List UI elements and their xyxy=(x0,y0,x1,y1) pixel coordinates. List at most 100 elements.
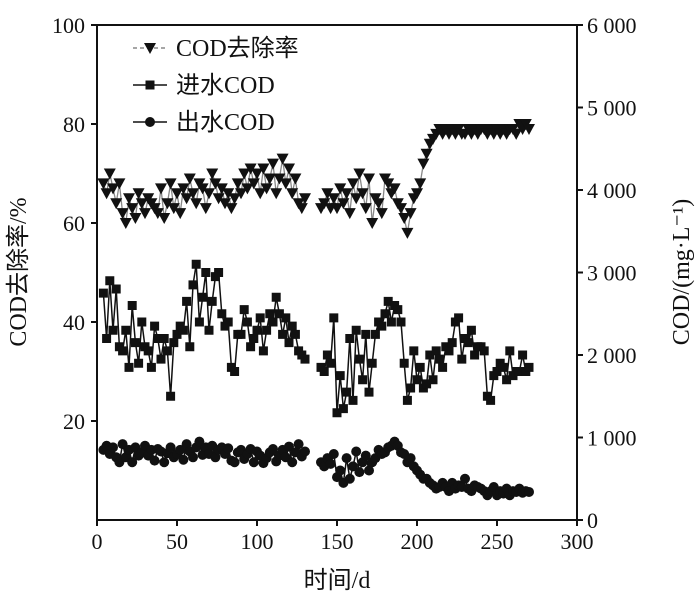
data-point xyxy=(318,198,331,210)
data-point xyxy=(327,193,340,205)
y-axis-title-right: COD/(mg·L⁻¹) xyxy=(669,199,695,346)
data-point xyxy=(361,329,371,339)
data-point xyxy=(505,346,515,356)
data-point xyxy=(191,259,201,269)
data-point xyxy=(254,188,267,200)
data-point xyxy=(425,350,435,360)
y-right-tick-label: 4 000 xyxy=(587,178,637,203)
data-point xyxy=(524,486,534,497)
data-point xyxy=(187,188,199,200)
data-point xyxy=(382,178,395,190)
data-point xyxy=(454,313,464,323)
data-point xyxy=(135,198,148,210)
ticks: 0 50 100 150 200 250 300 20 40 60 80 100 0 1 000 2 000… xyxy=(52,13,637,554)
y-right-tick-label: 5 000 xyxy=(587,96,637,121)
data-point xyxy=(231,178,244,190)
data-point xyxy=(212,193,225,205)
data-point xyxy=(203,188,215,200)
data-point xyxy=(422,379,432,389)
data-point xyxy=(337,198,350,210)
data-point xyxy=(194,317,204,327)
data-point xyxy=(171,188,183,200)
data-point xyxy=(105,276,115,286)
data-point xyxy=(399,358,409,368)
data-point xyxy=(178,325,188,335)
data-point xyxy=(340,188,353,200)
y-left-tick-label: 60 xyxy=(63,211,85,236)
data-point xyxy=(364,465,374,476)
data-point xyxy=(244,163,257,175)
data-point xyxy=(325,458,336,469)
data-point xyxy=(124,362,134,372)
data-point xyxy=(102,334,112,343)
data-point xyxy=(300,446,310,457)
data-point xyxy=(166,391,176,401)
data-point xyxy=(107,183,119,195)
x-tick-label: 50 xyxy=(166,529,188,554)
plot-series xyxy=(97,119,535,501)
data-point xyxy=(386,317,396,327)
data-point xyxy=(409,346,419,356)
y-right-tick-label: 0 xyxy=(587,508,598,533)
data-point xyxy=(130,338,140,348)
data-point xyxy=(290,329,300,339)
data-point xyxy=(258,346,268,356)
data-point xyxy=(393,305,403,315)
data-point xyxy=(279,178,292,190)
y-axis-title-left: COD去除率/% xyxy=(5,197,32,346)
data-point xyxy=(470,350,480,360)
data-point xyxy=(222,188,235,200)
data-point xyxy=(127,301,137,310)
data-point xyxy=(129,213,142,225)
data-point xyxy=(329,313,339,323)
data-point xyxy=(188,452,198,463)
data-point xyxy=(342,387,352,397)
data-point xyxy=(209,178,222,190)
data-point xyxy=(321,188,334,200)
data-point xyxy=(479,346,489,356)
data-point xyxy=(322,350,332,360)
data-point xyxy=(108,442,118,453)
data-point xyxy=(117,439,128,450)
data-point xyxy=(149,455,160,466)
data-point xyxy=(242,317,252,327)
data-point xyxy=(150,321,160,331)
data-point xyxy=(165,442,176,453)
data-point xyxy=(276,153,289,165)
data-point xyxy=(116,208,129,220)
x-tick-label: 150 xyxy=(321,529,354,554)
data-point xyxy=(354,354,364,364)
data-point xyxy=(194,436,205,447)
data-point xyxy=(98,288,108,298)
data-point xyxy=(514,367,524,376)
data-point xyxy=(414,178,427,190)
data-point xyxy=(434,354,444,364)
data-point xyxy=(415,362,425,372)
data-point xyxy=(199,203,212,215)
data-point xyxy=(370,329,380,339)
data-point xyxy=(249,334,259,343)
data-point xyxy=(420,148,433,160)
data-point xyxy=(364,387,374,397)
data-point xyxy=(431,346,441,356)
data-point xyxy=(164,178,177,190)
data-point xyxy=(137,317,147,327)
data-point xyxy=(267,158,279,170)
data-point xyxy=(412,375,422,385)
data-point xyxy=(405,453,416,464)
data-point xyxy=(348,461,358,472)
data-point xyxy=(132,188,145,200)
data-point xyxy=(260,183,273,195)
data-point xyxy=(377,321,387,331)
data-point xyxy=(278,329,288,339)
data-point xyxy=(284,338,294,348)
data-point xyxy=(241,183,254,195)
data-point xyxy=(444,346,454,356)
y-left-tick-label: 80 xyxy=(63,112,85,137)
data-point xyxy=(217,309,227,319)
legend-marker xyxy=(145,80,155,90)
data-point xyxy=(235,188,247,200)
data-point xyxy=(123,193,135,205)
data-point xyxy=(367,358,377,368)
data-point xyxy=(156,354,166,364)
